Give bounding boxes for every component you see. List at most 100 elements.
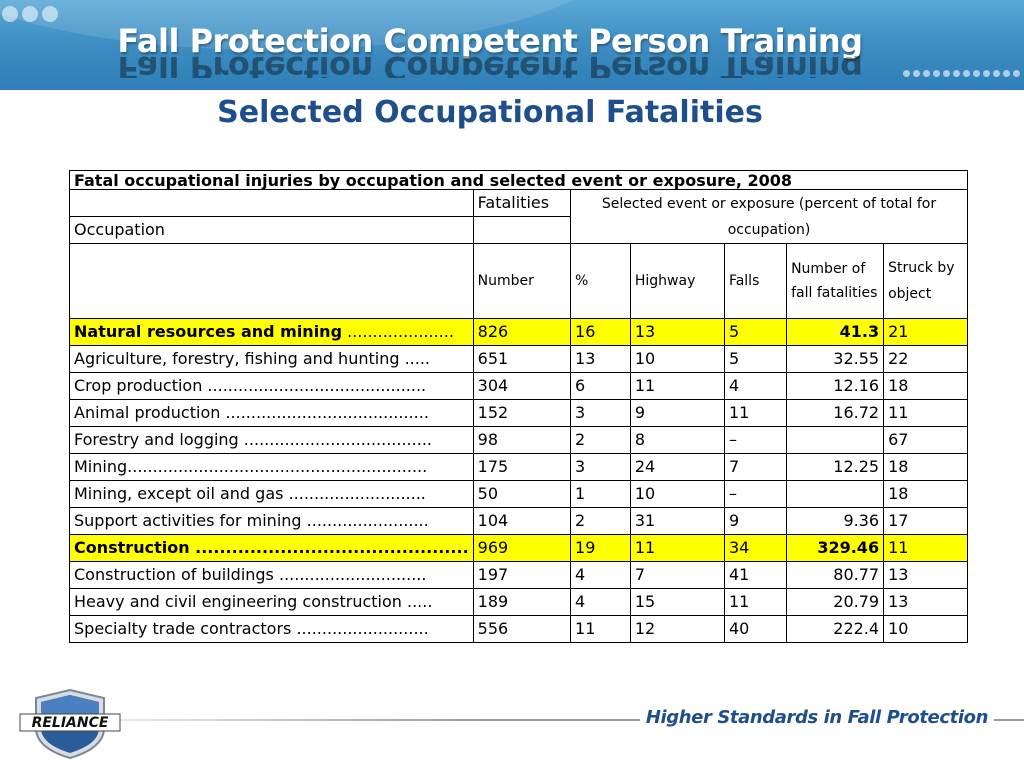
number-cell: 826 — [472, 318, 572, 346]
occupation-cell: Natural resources and mining ...........… — [69, 318, 474, 346]
occupation-label: Construction — [74, 538, 190, 557]
dot-leader: ..................................... — [238, 430, 432, 449]
dot-leader: ........................ — [301, 511, 429, 530]
table-row: Agriculture, forestry, fishing and hunti… — [69, 345, 968, 373]
table-row: Construction of buildings ..............… — [69, 561, 968, 589]
svg-text:RELIANCE: RELIANCE — [32, 715, 109, 731]
percent-cell: 3 — [570, 453, 631, 481]
event-exposure-header: Selected event or exposure (percent of t… — [570, 189, 968, 244]
header-empty-cell — [69, 243, 474, 319]
occupation-label: Heavy and civil engineering construction — [74, 592, 402, 611]
page-title-reflection: Fall Protection Competent Person Trainin… — [117, 56, 863, 78]
dot-leader: ..................... — [342, 322, 454, 341]
falls-cell: 34 — [723, 534, 788, 562]
table-caption: Fatal occupational injuries by occupatio… — [69, 170, 968, 190]
table-caption-row: Fatal occupational injuries by occupatio… — [69, 170, 968, 190]
dot-leader: ........................................… — [189, 538, 469, 557]
occupation-header: Occupation — [69, 216, 474, 244]
table-row: Construction ...........................… — [69, 534, 968, 562]
table-row: Mining..................................… — [69, 453, 968, 481]
number-cell: 197 — [472, 561, 572, 589]
fall-fatalities-cell: 80.77 — [786, 561, 885, 589]
number-cell: 189 — [472, 588, 572, 616]
fall-fatalities-cell: 329.46 — [786, 534, 885, 562]
percent-cell: 6 — [570, 372, 631, 400]
occupation-cell: Mining..................................… — [69, 453, 474, 481]
occupation-label: Specialty trade contractors — [74, 619, 292, 638]
struck-cell: 18 — [883, 453, 968, 481]
percent-cell: 11 — [570, 615, 631, 643]
fall-fatalities-cell: 12.25 — [786, 453, 885, 481]
banner-dots-left — [2, 6, 58, 22]
occupation-label: Support activities for mining — [74, 511, 302, 530]
highway-cell: 8 — [629, 426, 725, 454]
falls-cell: 7 — [723, 453, 788, 481]
fall-fatalities-cell: 222.4 — [786, 615, 885, 643]
reliance-logo: RELIANCE — [19, 688, 121, 760]
table-body: Natural resources and mining ...........… — [69, 318, 968, 643]
highway-cell: 10 — [629, 480, 725, 508]
table-row: Support activities for mining ..........… — [69, 507, 968, 535]
number-cell: 50 — [472, 480, 572, 508]
highway-cell: 24 — [629, 453, 725, 481]
fall-fatalities-cell: 20.79 — [786, 588, 885, 616]
table-row: Mining, except oil and gas .............… — [69, 480, 968, 508]
falls-cell: 9 — [723, 507, 788, 535]
fall-fatalities-cell: 41.3 — [786, 318, 885, 346]
percent-cell: 2 — [570, 426, 631, 454]
table-row: Specialty trade contractors ............… — [69, 615, 968, 643]
fall-fatalities-cell: 16.72 — [786, 399, 885, 427]
percent-cell: 19 — [570, 534, 631, 562]
column-percent-header: % — [570, 243, 631, 319]
occupation-cell: Heavy and civil engineering construction… — [69, 588, 474, 616]
highway-cell: 7 — [629, 561, 725, 589]
fall-fatalities-cell — [786, 480, 885, 508]
header-empty-cell — [472, 216, 572, 244]
table-header-row-3: Number % Highway Falls Number of fall fa… — [69, 243, 968, 319]
falls-cell: 41 — [723, 561, 788, 589]
number-cell: 175 — [472, 453, 572, 481]
occupation-label: Mining — [74, 457, 128, 476]
number-cell: 969 — [472, 534, 572, 562]
dot-leader: ........................... — [283, 484, 426, 503]
table-header-row-1: Fatalities Selected event or exposure (p… — [69, 189, 968, 244]
footer-divider — [120, 719, 1024, 721]
struck-cell: 11 — [883, 399, 968, 427]
occupation-label: Mining, except oil and gas — [74, 484, 284, 503]
percent-cell: 2 — [570, 507, 631, 535]
occupation-label: Agriculture, forestry, fishing and hunti… — [74, 349, 400, 368]
fall-fatalities-cell: 9.36 — [786, 507, 885, 535]
column-struck-header: Struck by object — [883, 243, 968, 319]
falls-cell: 4 — [723, 372, 788, 400]
struck-cell: 22 — [883, 345, 968, 373]
falls-cell: – — [723, 426, 788, 454]
falls-cell: – — [723, 480, 788, 508]
fall-fatalities-cell: 32.55 — [786, 345, 885, 373]
occupation-cell: Mining, except oil and gas .............… — [69, 480, 474, 508]
table-row: Crop production ........................… — [69, 372, 968, 400]
table-row: Heavy and civil engineering construction… — [69, 588, 968, 616]
percent-cell: 1 — [570, 480, 631, 508]
falls-cell: 5 — [723, 318, 788, 346]
occupation-cell: Specialty trade contractors ............… — [69, 615, 474, 643]
dot-leader: .......................... — [291, 619, 429, 638]
fatalities-table: Fatal occupational injuries by occupatio… — [69, 170, 968, 643]
fall-fatalities-cell: 12.16 — [786, 372, 885, 400]
column-number-header: Number — [472, 243, 572, 319]
percent-cell: 13 — [570, 345, 631, 373]
struck-cell: 21 — [883, 318, 968, 346]
footer-tagline: Higher Standards in Fall Protection — [639, 707, 994, 728]
number-cell: 104 — [472, 507, 572, 535]
percent-cell: 16 — [570, 318, 631, 346]
highway-cell: 11 — [629, 534, 725, 562]
number-cell: 651 — [472, 345, 572, 373]
column-fall-fatalities-header: Number of fall fatalities — [786, 243, 885, 319]
struck-cell: 67 — [883, 426, 968, 454]
highway-cell: 15 — [629, 588, 725, 616]
header-banner: Fall Protection Competent Person Trainin… — [0, 0, 1024, 90]
page-title: Fall Protection Competent Person Trainin… — [117, 22, 863, 60]
number-cell: 304 — [472, 372, 572, 400]
highway-cell: 12 — [629, 615, 725, 643]
highway-cell: 11 — [629, 372, 725, 400]
banner-dots-right — [903, 70, 1020, 77]
